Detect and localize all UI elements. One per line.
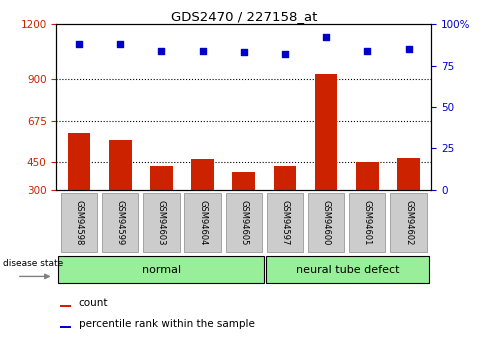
Text: percentile rank within the sample: percentile rank within the sample [79, 319, 255, 329]
Text: GSM94599: GSM94599 [116, 200, 124, 245]
Title: GDS2470 / 227158_at: GDS2470 / 227158_at [171, 10, 317, 23]
Bar [273, 166, 296, 245]
Text: normal: normal [142, 265, 181, 275]
Point [281, 51, 289, 57]
Point [240, 50, 247, 55]
Bar [60, 326, 72, 327]
Bar [315, 74, 338, 245]
Bar [191, 159, 214, 245]
Bar [150, 166, 172, 245]
Point [364, 48, 371, 53]
Point [157, 48, 165, 53]
FancyBboxPatch shape [102, 193, 138, 252]
Text: GSM94597: GSM94597 [280, 200, 290, 245]
Bar [356, 162, 379, 245]
Text: disease state: disease state [3, 259, 63, 268]
FancyBboxPatch shape [184, 193, 220, 252]
Bar [397, 158, 420, 245]
FancyBboxPatch shape [308, 193, 344, 252]
Text: GSM94603: GSM94603 [157, 200, 166, 245]
Text: GSM94598: GSM94598 [74, 200, 83, 245]
Text: GSM94601: GSM94601 [363, 200, 372, 245]
Point [405, 46, 413, 52]
Text: GSM94604: GSM94604 [198, 200, 207, 245]
Point [116, 41, 124, 47]
Bar [68, 133, 90, 245]
FancyBboxPatch shape [58, 256, 265, 284]
FancyBboxPatch shape [267, 193, 303, 252]
Bar [232, 172, 255, 245]
Point [75, 41, 83, 47]
Bar [60, 305, 72, 307]
Text: GSM94605: GSM94605 [239, 200, 248, 245]
FancyBboxPatch shape [267, 256, 429, 284]
Text: neural tube defect: neural tube defect [296, 265, 399, 275]
FancyBboxPatch shape [391, 193, 427, 252]
Text: GSM94602: GSM94602 [404, 200, 413, 245]
FancyBboxPatch shape [349, 193, 386, 252]
Text: GSM94600: GSM94600 [321, 200, 331, 245]
FancyBboxPatch shape [61, 193, 97, 252]
FancyBboxPatch shape [143, 193, 179, 252]
Point [198, 48, 206, 53]
FancyBboxPatch shape [226, 193, 262, 252]
Point [322, 34, 330, 40]
Text: count: count [79, 298, 108, 308]
Bar [109, 140, 131, 245]
